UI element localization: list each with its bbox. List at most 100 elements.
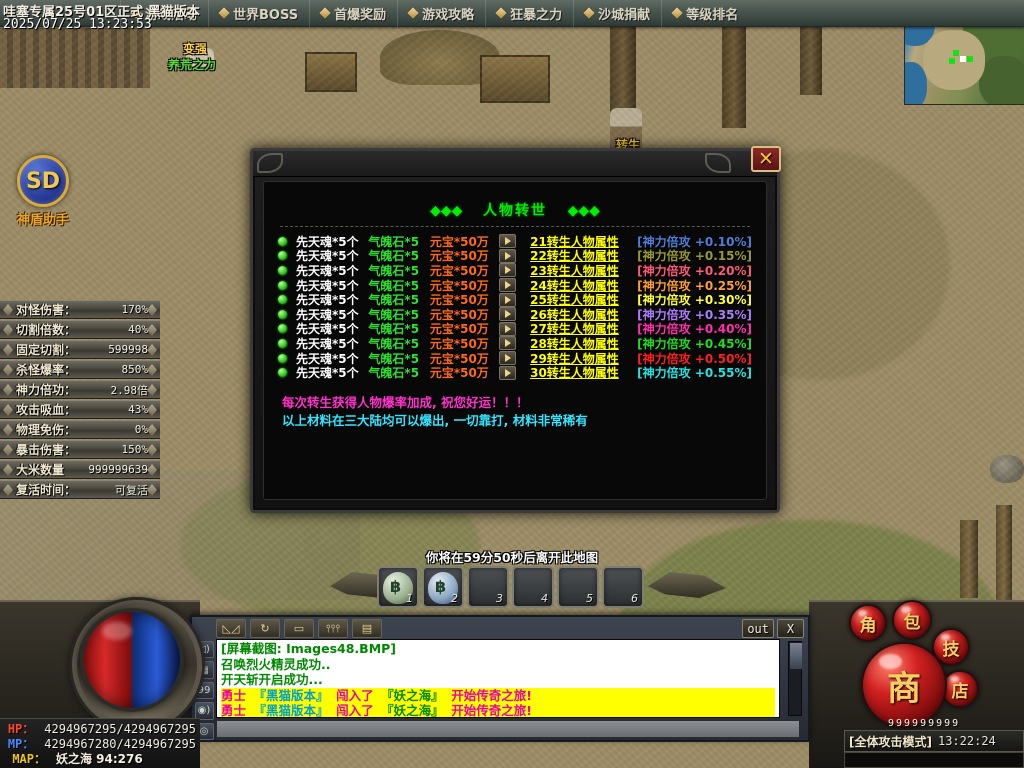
stat-row: 切割倍数： 40% [0, 320, 160, 339]
blue-rune-icon [428, 572, 458, 604]
attribute-bonus: [神力倍攻 +0.45%] [637, 336, 753, 351]
hotbar-slot-1[interactable]: 1 [377, 566, 419, 608]
reincarnation-link[interactable]: 21转生人物属性 [530, 234, 619, 249]
play-icon[interactable] [499, 365, 517, 380]
hotbar-slot-3[interactable]: 3 [467, 566, 509, 608]
play-icon[interactable] [499, 263, 517, 278]
menu-item-6[interactable]: 等级排名 [661, 0, 749, 27]
emote-icon[interactable]: ◉) [194, 702, 214, 720]
refresh-icon[interactable]: ↻ [250, 619, 280, 638]
list-item[interactable]: 先天魂*5个 气魄石*5 元宝*50万 24转生人物属性 [神力倍攻 +0.25… [278, 278, 752, 293]
reincarnation-link[interactable]: 29转生人物属性 [530, 351, 619, 366]
cost-value: 元宝*50万 [429, 249, 489, 264]
bullet-icon [278, 295, 287, 305]
play-icon[interactable] [499, 351, 517, 366]
play-icon[interactable] [499, 321, 517, 336]
list-item[interactable]: 先天魂*5个 气魄石*5 元宝*50万 22转生人物属性 [神力倍攻 +0.15… [278, 248, 752, 264]
dialog-notes: 每次转生获得人物爆率加成, 祝您好运！！！ 以上材料在三大陆均可以爆出, 一切靠… [278, 394, 752, 430]
top-menu-bar[interactable]: 游戏活动 世界BOSS 首爆奖励 游戏攻略 狂暴之力 沙城捐献 等级排名 [0, 0, 1024, 27]
stat-value: 850% [121, 363, 149, 376]
cost-value: 元宝*50万 [429, 293, 489, 308]
skill-button[interactable]: 技 [932, 628, 970, 666]
menu-item-1[interactable]: 世界BOSS [208, 0, 309, 27]
bullet-icon [278, 280, 287, 290]
chat-line: 召唤烈火精灵成功.. [221, 657, 775, 673]
play-icon[interactable] [499, 278, 517, 293]
list-item[interactable]: 先天魂*5个 气魄石*5 元宝*50万 29转生人物属性 [神力倍攻 +0.50… [278, 351, 752, 366]
speech-icon[interactable]: ▤ [352, 619, 382, 638]
hotbar[interactable]: 1 2 3 4 5 6 [377, 566, 647, 608]
chat-segment: 勇士 [221, 703, 247, 718]
close-icon[interactable]: X [777, 619, 804, 638]
bag-button[interactable]: 包 [892, 600, 932, 640]
chat-toolbar[interactable]: ◺◿ ↻ ▭ ⫯⫯⫯ ▤ out X [192, 617, 808, 639]
reincarnation-link[interactable]: 25转生人物属性 [530, 293, 619, 308]
heading-diamonds-left: ◆◆◆ [430, 203, 463, 219]
page-title: 人物转世 [483, 203, 547, 219]
list-item[interactable]: 先天魂*5个 气魄石*5 元宝*50万 28转生人物属性 [神力倍攻 +0.45… [278, 336, 752, 351]
menu-item-0[interactable]: 游戏活动 [120, 0, 208, 27]
play-icon[interactable] [499, 234, 517, 249]
shield-helper-widget[interactable]: SD 神盾助手 [8, 155, 78, 228]
menu-item-2[interactable]: 首爆奖励 [309, 0, 397, 27]
chest-icon[interactable]: ▭ [284, 619, 314, 638]
minimap-forest [979, 56, 1024, 104]
action-button-cluster[interactable]: 角 包 技 店 商 [845, 600, 1024, 740]
close-icon[interactable]: ✕ [751, 146, 781, 172]
status-bar[interactable]: [全体攻击模式] 13:22:24 [844, 730, 1024, 752]
play-icon[interactable] [499, 336, 517, 351]
play-icon[interactable] [499, 307, 517, 322]
hotbar-slot-4[interactable]: 4 [512, 566, 554, 608]
hotbar-slot-6[interactable]: 6 [602, 566, 644, 608]
ornament-icon [705, 153, 731, 173]
material-secondary: 气魄石*5 [368, 263, 420, 278]
health-mana-orb[interactable] [72, 600, 202, 730]
menu-item-3[interactable]: 游戏攻略 [397, 0, 485, 27]
mountain-icon[interactable]: ◺◿ [216, 619, 246, 638]
chat-segment: 开始传奇之旅! [451, 703, 532, 718]
list-item[interactable]: 先天魂*5个 气魄石*5 元宝*50万 27转生人物属性 [神力倍攻 +0.40… [278, 321, 752, 337]
list-item[interactable]: 先天魂*5个 气魄石*5 元宝*50万 30转生人物属性 [神力倍攻 +0.55… [278, 365, 752, 380]
menu-item-5[interactable]: 沙城捐献 [573, 0, 661, 27]
reincarnation-link[interactable]: 30转生人物属性 [530, 366, 619, 381]
merchant-button[interactable]: 商 [861, 642, 947, 728]
chat-log[interactable]: [屏幕截图: Images48.BMP] 召唤烈火精灵成功.. 开天斩开启成功.… [216, 639, 780, 718]
menu-item-label: 世界BOSS [233, 7, 299, 23]
character-button[interactable]: 角 [849, 604, 887, 642]
hotbar-slot-2[interactable]: 2 [422, 566, 464, 608]
note-line: 以上材料在三大陆均可以爆出, 一切靠打, 材料非常稀有 [282, 412, 588, 428]
reincarnation-link[interactable]: 26转生人物属性 [530, 307, 619, 322]
out-button[interactable]: out [742, 619, 774, 638]
list-item[interactable]: 先天魂*5个 气魄石*5 元宝*50万 26转生人物属性 [神力倍攻 +0.35… [278, 307, 752, 322]
map-label: MAP： [12, 752, 46, 766]
list-item[interactable]: 先天魂*5个 气魄石*5 元宝*50万 21转生人物属性 [神力倍攻 +0.10… [278, 234, 752, 249]
chat-window-controls[interactable]: out X [742, 619, 804, 638]
reincarnation-link[interactable]: 22转生人物属性 [530, 249, 619, 264]
play-icon[interactable] [499, 292, 517, 307]
wooden-post [996, 505, 1012, 600]
stat-row: 物理免伤： 0% [0, 420, 160, 439]
stat-label: 攻击吸血： [16, 403, 77, 417]
stat-label: 切割倍数： [16, 323, 77, 337]
orb-globe[interactable] [80, 608, 184, 712]
list-item[interactable]: 先天魂*5个 气魄石*5 元宝*50万 25转生人物属性 [神力倍攻 +0.30… [278, 292, 752, 307]
reincarnation-link[interactable]: 23转生人物属性 [530, 263, 619, 278]
hotbar-slot-5[interactable]: 5 [557, 566, 599, 608]
menu-item-4[interactable]: 狂暴之力 [485, 0, 573, 27]
scrollbar-thumb[interactable] [790, 643, 802, 669]
attack-mode-label[interactable]: [全体攻击模式] [849, 734, 932, 749]
reincarnation-link[interactable]: 27转生人物属性 [530, 322, 619, 337]
bullet-icon [278, 338, 287, 348]
note-line: 每次转生获得人物爆率加成, 祝您好运！！！ [282, 394, 529, 410]
play-icon[interactable] [499, 248, 517, 263]
npc-sprite[interactable] [610, 108, 642, 152]
reincarnation-link[interactable]: 28转生人物属性 [530, 336, 619, 351]
shield-helper-logo-icon: SD [17, 155, 69, 207]
people-icon[interactable]: ⫯⫯⫯ [318, 619, 348, 638]
chat-scrollbar[interactable] [788, 641, 802, 716]
mp-value: 4294967280/4294967295 [44, 736, 196, 751]
stat-row: 大米数量 999999639 [0, 460, 160, 479]
reincarnation-link[interactable]: 24转生人物属性 [530, 278, 619, 293]
list-item[interactable]: 先天魂*5个 气魄石*5 元宝*50万 23转生人物属性 [神力倍攻 +0.20… [278, 263, 752, 278]
player-sprite[interactable] [186, 48, 214, 94]
